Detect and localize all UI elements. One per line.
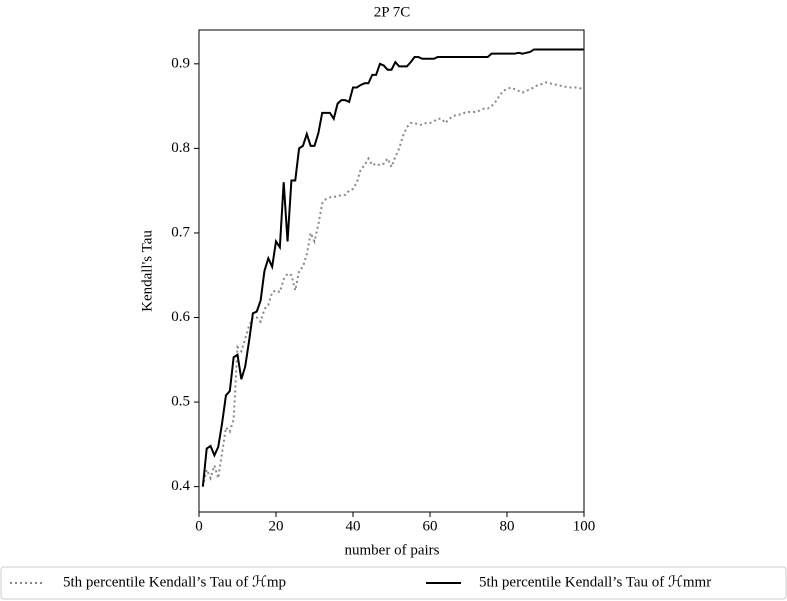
- legend-label: 5th percentile Kendall’s Tau of ℋmmr: [479, 574, 711, 590]
- x-tick-label: 40: [346, 518, 361, 534]
- x-tick-label: 100: [573, 518, 596, 534]
- legend-label: 5th percentile Kendall’s Tau of ℋmp: [63, 574, 286, 590]
- x-tick-label: 0: [195, 518, 203, 534]
- series-line: [201, 48, 584, 487]
- legend-box: [0, 566, 787, 600]
- chart-title: 2P 7C: [374, 4, 411, 20]
- y-tick-label: 0.8: [171, 140, 190, 156]
- y-tick-label: 0.6: [171, 309, 190, 325]
- y-tick-label: 0.7: [171, 224, 190, 240]
- x-tick-label: 80: [500, 518, 515, 534]
- x-axis-label: number of pairs: [345, 542, 440, 558]
- y-tick-label: 0.9: [171, 55, 190, 71]
- y-tick-label: 0.5: [171, 394, 190, 410]
- series-line: [201, 81, 584, 487]
- x-tick-label: 20: [269, 518, 284, 534]
- x-tick-label: 60: [423, 518, 438, 534]
- y-axis-label: Kendall's Tau: [139, 230, 155, 312]
- plot-frame: [198, 29, 585, 513]
- y-tick-label: 0.4: [171, 478, 190, 494]
